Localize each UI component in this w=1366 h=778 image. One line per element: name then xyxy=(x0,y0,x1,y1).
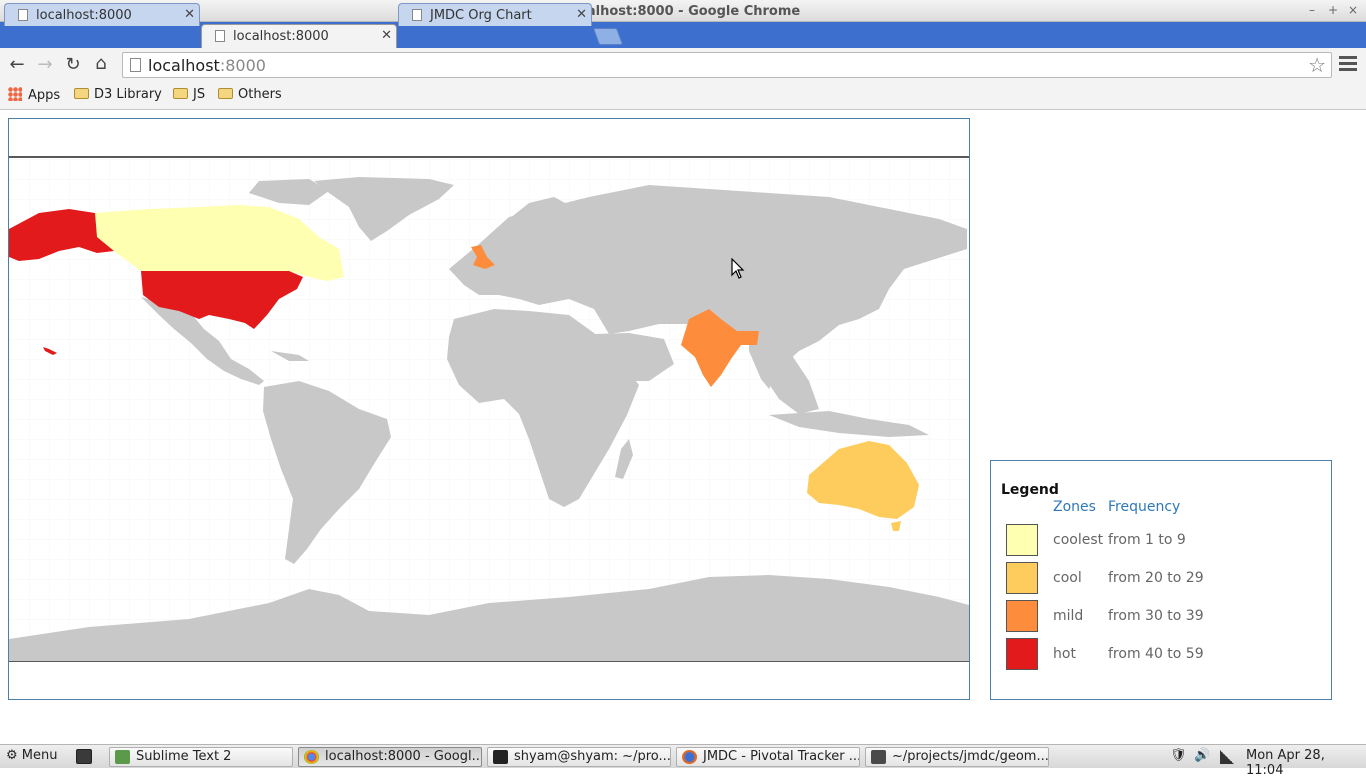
arabian-peninsula xyxy=(594,333,674,381)
legend-frequency: from 40 to 59 xyxy=(1108,646,1204,662)
legend-swatch xyxy=(1006,638,1038,670)
south-america xyxy=(263,381,391,564)
scandinavia xyxy=(509,197,569,245)
tab-close-icon[interactable]: ✕ xyxy=(184,7,195,22)
bookmark-others[interactable]: Others xyxy=(218,87,282,102)
legend-row: cool from 20 to 29 xyxy=(1006,562,1326,594)
tab-localhost-1[interactable]: localhost:8000 ✕ xyxy=(4,3,200,26)
tab-localhost-2[interactable]: localhost:8000 ✕ xyxy=(201,24,397,48)
taskbar-item-sublime[interactable]: Sublime Text 2 xyxy=(109,747,293,767)
page-icon xyxy=(130,58,141,72)
home-icon[interactable]: ⌂ xyxy=(95,53,107,74)
bookmark-star-icon[interactable]: ☆ xyxy=(1308,53,1326,77)
legend-zone: cool xyxy=(1053,570,1082,586)
maximize-icon[interactable]: + xyxy=(1327,3,1339,17)
network-signal-icon[interactable] xyxy=(1220,750,1234,764)
taskbar-item-chrome[interactable]: localhost:8000 - Googl... xyxy=(298,747,482,767)
taskbar: ⚙ Menu Sublime Text 2 localhost:8000 - G… xyxy=(0,744,1366,778)
arctic-islands xyxy=(249,179,329,205)
world-map xyxy=(9,156,969,662)
legend-zones-header: Zones xyxy=(1053,499,1096,515)
address-bar[interactable]: localhost:8000 ☆ xyxy=(122,52,1332,78)
forward-arrow-icon[interactable]: → xyxy=(37,54,53,75)
country-hawaii xyxy=(43,347,57,355)
folder-icon xyxy=(218,88,233,99)
page-icon xyxy=(18,9,28,21)
legend-row: mild from 30 to 39 xyxy=(1006,600,1326,632)
legend-swatch xyxy=(1006,562,1038,594)
firefox-icon xyxy=(682,750,697,764)
legend-swatch xyxy=(1006,524,1038,556)
tab-close-icon[interactable]: ✕ xyxy=(576,7,587,22)
folder-icon xyxy=(74,88,89,99)
madagascar xyxy=(615,439,633,479)
tab-jmdc-org-chart[interactable]: JMDC Org Chart ✕ xyxy=(398,3,592,26)
caribbean xyxy=(271,351,309,361)
start-menu-button[interactable]: ⚙ Menu xyxy=(6,748,58,763)
bookmark-js[interactable]: JS xyxy=(173,87,205,102)
page-icon xyxy=(215,30,225,42)
africa xyxy=(447,309,639,507)
minimize-icon[interactable]: – xyxy=(1309,3,1315,17)
taskbar-item-firefox[interactable]: JMDC - Pivotal Tracker ... xyxy=(676,747,860,767)
country-india xyxy=(681,309,759,387)
eurasia xyxy=(449,185,967,389)
legend-frequency: from 30 to 39 xyxy=(1108,608,1204,624)
window-titlebar: localhost:8000 - Google Chrome – + × xyxy=(0,0,1366,22)
url-text: localhost:8000 xyxy=(148,56,266,75)
chrome-icon xyxy=(304,750,319,764)
taskbar-item-editor[interactable]: ~/projects/jmdc/geom... xyxy=(865,747,1049,767)
taskbar-item-terminal[interactable]: shyam@shyam: ~/pro... xyxy=(487,747,671,767)
reload-icon[interactable]: ↻ xyxy=(65,54,81,75)
antarctica xyxy=(9,575,969,661)
legend-zone: mild xyxy=(1053,608,1084,624)
legend-row: hot from 40 to 59 xyxy=(1006,638,1326,670)
gear-icon: ⚙ xyxy=(6,748,18,763)
folder-icon xyxy=(173,88,188,99)
legend-panel: Legend Zones Frequency coolest from 1 to… xyxy=(990,460,1332,700)
tab-close-icon[interactable]: ✕ xyxy=(381,28,392,43)
close-window-icon[interactable]: × xyxy=(1347,3,1359,17)
land-masses xyxy=(9,177,969,661)
volume-icon[interactable]: 🔊 xyxy=(1194,748,1211,763)
country-united-kingdom xyxy=(471,245,495,269)
folder-icon xyxy=(115,750,130,764)
country-australia xyxy=(807,441,919,531)
legend-zone: hot xyxy=(1053,646,1076,662)
back-arrow-icon[interactable]: ← xyxy=(9,54,25,75)
country-alaska xyxy=(9,209,114,261)
clock[interactable]: Mon Apr 28, 11:04 xyxy=(1246,748,1325,778)
legend-swatch xyxy=(1006,600,1038,632)
legend-title: Legend xyxy=(1001,482,1059,498)
southeast-asia xyxy=(761,349,929,437)
tab-label: JMDC Org Chart xyxy=(430,8,532,23)
editor-icon xyxy=(871,750,886,764)
page-icon xyxy=(412,9,422,21)
japan xyxy=(861,261,893,311)
mouse-cursor-icon xyxy=(731,258,745,279)
bookmark-apps[interactable]: Apps xyxy=(8,87,60,103)
shield-icon[interactable]: 🛡 xyxy=(1170,748,1187,763)
legend-frequency: from 20 to 29 xyxy=(1108,570,1204,586)
country-canada xyxy=(95,205,344,281)
legend-row: coolest from 1 to 9 xyxy=(1006,524,1326,556)
legend-zone: coolest xyxy=(1053,532,1104,548)
window-title: localhost:8000 - Google Chrome xyxy=(565,4,801,19)
apps-grid-icon xyxy=(8,87,22,101)
legend-frequency-header: Frequency xyxy=(1108,499,1181,515)
legend-frequency: from 1 to 9 xyxy=(1108,532,1186,548)
greenland xyxy=(314,177,454,241)
bookmark-d3-library[interactable]: D3 Library xyxy=(74,87,162,102)
terminal-launcher-icon[interactable] xyxy=(76,749,92,764)
tab-label: localhost:8000 xyxy=(36,8,132,23)
mexico-central-america xyxy=(141,297,264,385)
world-map-container xyxy=(8,118,970,700)
terminal-icon xyxy=(493,750,508,764)
chrome-menu-icon[interactable] xyxy=(1339,56,1357,74)
country-usa xyxy=(141,271,303,329)
tab-label: localhost:8000 xyxy=(233,29,329,44)
